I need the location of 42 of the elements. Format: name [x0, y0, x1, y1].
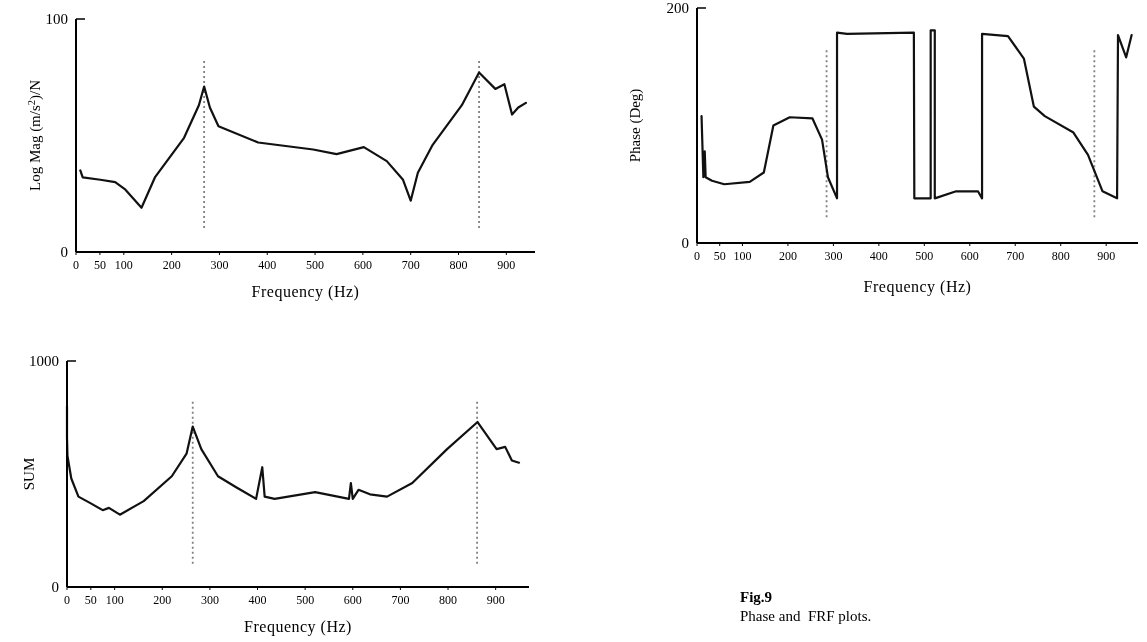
y-axis-title: SUM	[21, 457, 37, 491]
x-tick-label: 100	[114, 258, 133, 272]
x-tick-label: 800	[439, 593, 458, 607]
x-tick-label: 900	[497, 258, 516, 272]
y-axis-title: Phase (Deg)	[627, 88, 644, 163]
x-tick-label: 500	[306, 258, 325, 272]
x-tick-label: 100	[733, 249, 752, 263]
x-tick-label: 0	[73, 258, 79, 272]
y-tick-label: 0	[51, 579, 59, 595]
x-axis-title: Frequency (Hz)	[863, 278, 972, 296]
x-tick-label: 400	[248, 593, 267, 607]
x-tick-label: 700	[1006, 249, 1025, 263]
caption: Fig.9	[740, 589, 773, 605]
x-tick-label: 500	[296, 593, 315, 607]
x-axis-title: Frequency (Hz)	[244, 618, 352, 636]
x-tick-label: 200	[153, 593, 172, 607]
x-tick-label: 50	[84, 593, 97, 607]
x-tick-label: 400	[258, 258, 277, 272]
x-tick-label: 300	[824, 249, 843, 263]
x-tick-label: 200	[778, 249, 797, 263]
text: Phase and FRF plots.	[740, 608, 872, 624]
y-tick-label: 100	[45, 11, 68, 27]
y-tick-label: 1000	[29, 353, 59, 369]
x-tick-label: 800	[449, 258, 468, 272]
x-tick-label: 0	[694, 249, 700, 263]
x-axis-title: Frequency (Hz)	[251, 283, 360, 301]
x-tick-label: 300	[200, 593, 219, 607]
x-tick-label: 600	[353, 258, 372, 272]
x-tick-label: 300	[210, 258, 229, 272]
x-tick-label: 800	[1051, 249, 1070, 263]
x-tick-label: 200	[162, 258, 181, 272]
x-tick-label: 900	[486, 593, 505, 607]
x-tick-label: 700	[391, 593, 410, 607]
x-tick-label: 500	[915, 249, 934, 263]
x-tick-label: 100	[105, 593, 124, 607]
x-tick-label: 600	[343, 593, 362, 607]
x-tick-label: 600	[960, 249, 979, 263]
x-tick-label: 700	[401, 258, 420, 272]
x-tick-label: 400	[869, 249, 888, 263]
x-tick-label: 900	[1097, 249, 1116, 263]
x-tick-label: 50	[93, 258, 106, 272]
x-tick-label: 50	[713, 249, 726, 263]
